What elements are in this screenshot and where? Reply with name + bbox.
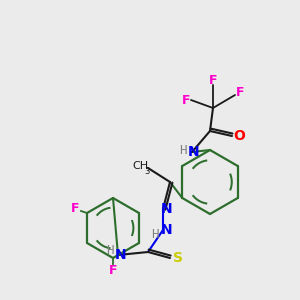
Text: CH: CH bbox=[132, 161, 148, 171]
Text: N: N bbox=[115, 248, 127, 262]
Text: F: F bbox=[109, 263, 117, 277]
Text: S: S bbox=[173, 251, 183, 265]
Text: F: F bbox=[209, 74, 217, 86]
Text: H: H bbox=[179, 145, 187, 158]
Text: H: H bbox=[151, 229, 159, 242]
Text: F: F bbox=[182, 94, 190, 106]
Text: H: H bbox=[106, 244, 114, 256]
Text: N: N bbox=[161, 223, 173, 237]
Text: N: N bbox=[161, 202, 173, 216]
Text: N: N bbox=[188, 145, 200, 159]
Text: O: O bbox=[233, 129, 245, 143]
Text: F: F bbox=[236, 86, 244, 100]
Text: 3: 3 bbox=[144, 167, 150, 176]
Text: F: F bbox=[71, 202, 79, 215]
